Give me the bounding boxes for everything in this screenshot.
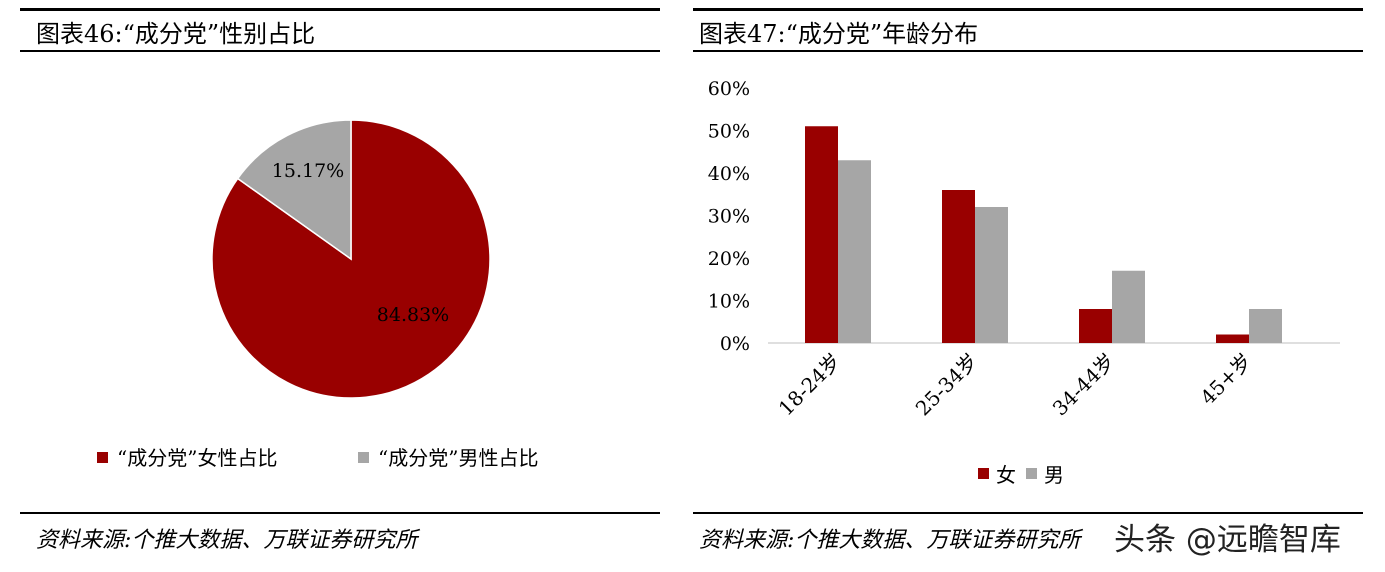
bar-3-0 bbox=[1216, 334, 1249, 343]
y-tick-label-5: 50% bbox=[708, 121, 750, 143]
right-bottom-rule bbox=[693, 512, 1363, 514]
bar-legend-swatch-1 bbox=[1026, 468, 1037, 479]
right-header-rule bbox=[693, 50, 1363, 52]
pie-legend-swatch-0 bbox=[97, 452, 108, 463]
right-chart-title: 图表47:“成分党”年龄分布 bbox=[699, 20, 979, 48]
x-tick-label-2: 34-44岁 bbox=[1048, 349, 1120, 421]
bar-legend-swatch-0 bbox=[978, 468, 989, 479]
left-chart-title: 图表46:“成分党”性别占比 bbox=[36, 20, 316, 48]
bar-1-0 bbox=[942, 190, 975, 343]
left-source-note: 资料来源:个推大数据、万联证券研究所 bbox=[36, 528, 418, 553]
bar-2-0 bbox=[1079, 309, 1112, 343]
bar-2-1 bbox=[1112, 270, 1145, 343]
bar-0-1 bbox=[838, 160, 871, 343]
pie-legend-swatch-1 bbox=[358, 452, 369, 463]
right-source-note: 资料来源:个推大数据、万联证券研究所 bbox=[699, 528, 1081, 553]
x-tick-label-1: 25-34岁 bbox=[911, 349, 983, 421]
x-tick-label-3: 45+岁 bbox=[1196, 349, 1257, 410]
bar-legend-label-0: 女 bbox=[996, 463, 1016, 487]
y-tick-label-3: 30% bbox=[708, 206, 750, 228]
pie-legend-label-0: “成分党”女性占比 bbox=[117, 446, 277, 470]
bar-3-1 bbox=[1249, 309, 1282, 343]
left-top-rule bbox=[20, 8, 660, 11]
pie-legend-label-1: “成分党”男性占比 bbox=[378, 446, 538, 470]
y-tick-label-4: 40% bbox=[708, 163, 750, 185]
x-tick-label-0: 18-24岁 bbox=[774, 349, 846, 421]
pie-slice-1 bbox=[236, 119, 352, 261]
pie-data-label-1: 15.17% bbox=[272, 160, 344, 182]
y-tick-label-6: 60% bbox=[708, 78, 750, 100]
left-bottom-rule bbox=[20, 512, 660, 514]
y-tick-label-0: 0% bbox=[720, 333, 750, 355]
right-top-rule bbox=[693, 8, 1363, 11]
bar-0-0 bbox=[805, 126, 838, 343]
left-header-rule bbox=[20, 50, 660, 52]
watermark-text: 头条 @远瞻智库 bbox=[1112, 514, 1343, 559]
y-tick-label-1: 10% bbox=[708, 291, 750, 313]
bar-1-1 bbox=[975, 207, 1008, 343]
pie-data-label-0: 84.83% bbox=[377, 304, 449, 326]
y-tick-label-2: 20% bbox=[708, 248, 750, 270]
bar-legend-label-1: 男 bbox=[1044, 463, 1064, 487]
